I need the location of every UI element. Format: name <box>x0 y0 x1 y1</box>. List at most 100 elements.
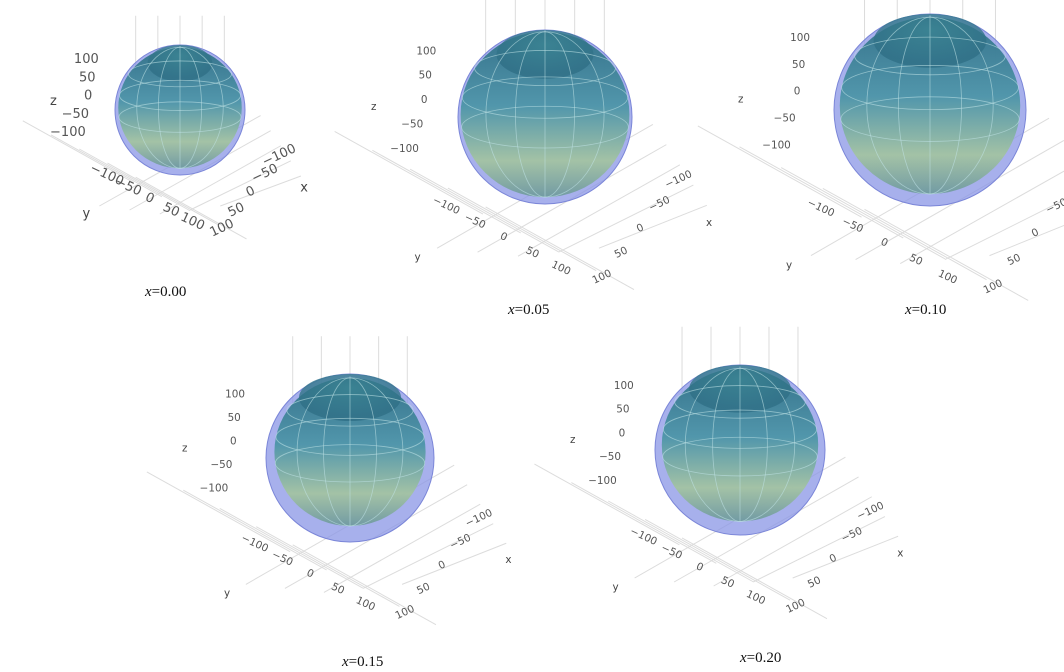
x-tick-label: 100 <box>590 267 613 286</box>
plot-panel-1: 100 50 0 −50 −100 z −100 −50 0 50 100 y −100 −50 0 50 10… <box>0 0 340 320</box>
caption-value: =0.15 <box>348 654 384 670</box>
y-tick-label: 50 <box>160 200 181 221</box>
plot-panel-4: 100 50 0 −50 −100 z −100 −50 0 50 100 y −100 −50 0 50 10… <box>146 336 512 672</box>
x-axis-title: x <box>300 180 308 195</box>
caption-var: x <box>342 654 349 670</box>
x-tick-label: −50 <box>448 532 473 552</box>
surface-mesh <box>118 46 242 169</box>
z-tick-label: 100 <box>614 380 634 392</box>
plot-5-svg: 100500−50−100z−100−50050100y−100−5005010… <box>534 326 903 620</box>
z-tick-label: −100 <box>390 143 419 155</box>
caption-var: x <box>508 302 515 318</box>
surface-mesh <box>461 30 629 198</box>
z-tick-label: −50 <box>62 107 89 122</box>
caption-var: x <box>145 284 152 300</box>
caption-var: x <box>905 302 912 318</box>
plot-panel-2: 100 50 0 −50 −100 z −100 −50 0 50 100 y −100 −50 0 50 10… <box>334 0 712 330</box>
x-tick-label: 50 <box>806 574 823 590</box>
caption-value: =0.00 <box>151 284 187 300</box>
x-axis-title: x <box>706 217 712 229</box>
x-tick-label: 50 <box>613 244 630 260</box>
z-tick-label: 0 <box>84 89 92 104</box>
z-tick-label: 0 <box>619 427 626 439</box>
y-tick-label: 0 <box>305 567 316 581</box>
z-tick-label: 0 <box>794 86 801 98</box>
z-tick-label: −100 <box>588 475 617 487</box>
y-tick-label: 100 <box>178 210 207 234</box>
caption-value: =0.10 <box>911 302 947 318</box>
x-tick-label: −50 <box>839 525 864 545</box>
z-tick-label: −50 <box>210 459 232 471</box>
x-tick-label: 50 <box>1006 252 1023 268</box>
z-tick-label: −50 <box>599 451 621 463</box>
x-axis-title: x <box>897 547 903 559</box>
y-axis-title: y <box>83 206 91 221</box>
y-tick-label: −50 <box>462 211 487 231</box>
z-tick-label: 100 <box>74 52 99 67</box>
x-tick-label: 50 <box>415 581 432 597</box>
x-tick-label: −50 <box>647 194 672 214</box>
y-tick-label: −50 <box>840 215 865 235</box>
x-tick-label: −100 <box>1062 168 1064 191</box>
y-tick-label: −50 <box>270 549 295 569</box>
y-tick-label: 0 <box>498 230 509 244</box>
y-tick-label: 0 <box>694 560 705 574</box>
x-tick-label: 100 <box>784 597 807 616</box>
y-tick-label: 100 <box>354 594 377 613</box>
y-tick-label: 50 <box>524 244 541 260</box>
y-tick-label: 100 <box>550 259 573 278</box>
z-axis-title: z <box>570 434 575 446</box>
surface-mesh <box>274 376 426 527</box>
y-tick-label: 100 <box>936 268 959 287</box>
y-tick-label: −50 <box>659 542 684 562</box>
z-tick-label: −100 <box>50 125 86 140</box>
y-tick-label: 50 <box>907 252 924 268</box>
z-axis-title: z <box>738 93 743 105</box>
y-tick-label: 0 <box>143 190 157 207</box>
surface-mesh <box>662 366 818 522</box>
z-axis-title: z <box>50 94 57 109</box>
caption-var: x <box>740 650 747 666</box>
z-tick-label: −100 <box>762 139 791 151</box>
z-tick-label: 100 <box>790 32 810 44</box>
plot-5-caption: x=0.20 <box>740 650 781 667</box>
y-tick-label: 100 <box>744 588 767 607</box>
y-tick-label: 50 <box>719 574 736 590</box>
x-tick-label: −100 <box>855 500 886 523</box>
z-tick-label: 0 <box>230 436 237 448</box>
y-axis-title: y <box>415 252 421 264</box>
plot-4-svg: 100500−50−100z−100−50050100y−100−5005010… <box>146 336 512 626</box>
z-axis-title: z <box>182 442 187 454</box>
y-tick-label: 50 <box>329 581 346 597</box>
z-tick-label: 50 <box>419 70 432 82</box>
y-tick-label: 0 <box>879 236 890 250</box>
z-tick-label: 50 <box>792 59 805 71</box>
plot-panel-3: 100500−50−100z−100−50050100y−100−5005010… <box>697 0 1064 330</box>
z-tick-label: −50 <box>401 118 423 130</box>
plot-panel-5: 100 50 0 −50 −100 z −100 −50 0 50 100 y −100 −50 0 50 10… <box>534 326 910 672</box>
x-tick-label: 0 <box>436 558 447 572</box>
y-axis-title: y <box>224 588 230 600</box>
z-tick-label: 0 <box>421 94 428 106</box>
x-tick-label: −100 <box>463 507 494 530</box>
x-tick-label: 0 <box>828 552 839 566</box>
y-axis-title: y <box>786 259 792 271</box>
plot-1-svg: 100500−50−100z−100−50050100y−100−5005010… <box>22 15 308 240</box>
z-tick-label: −50 <box>774 113 796 125</box>
z-tick-label: 50 <box>616 404 629 416</box>
z-tick-label: 50 <box>79 70 96 85</box>
plot-2-caption: x=0.05 <box>508 302 549 319</box>
z-tick-label: 100 <box>225 389 245 401</box>
y-axis-title: y <box>613 581 619 593</box>
x-tick-label: −50 <box>249 161 280 186</box>
x-tick-label: 0 <box>1030 226 1041 240</box>
plot-3-svg: 100500−50−100z−100−50050100y−100−5005010… <box>697 0 1064 301</box>
z-tick-label: 50 <box>228 412 241 424</box>
plot-1-caption: x=0.00 <box>145 284 186 301</box>
x-tick-label: 100 <box>393 603 416 622</box>
caption-value: =0.20 <box>746 650 782 666</box>
plot-2-svg: 100500−50−100z−100−50050100y−100−5005010… <box>334 0 712 291</box>
x-tick-label: 100 <box>982 277 1005 296</box>
z-axis-title: z <box>371 101 376 113</box>
x-tick-label: −50 <box>1044 196 1064 216</box>
